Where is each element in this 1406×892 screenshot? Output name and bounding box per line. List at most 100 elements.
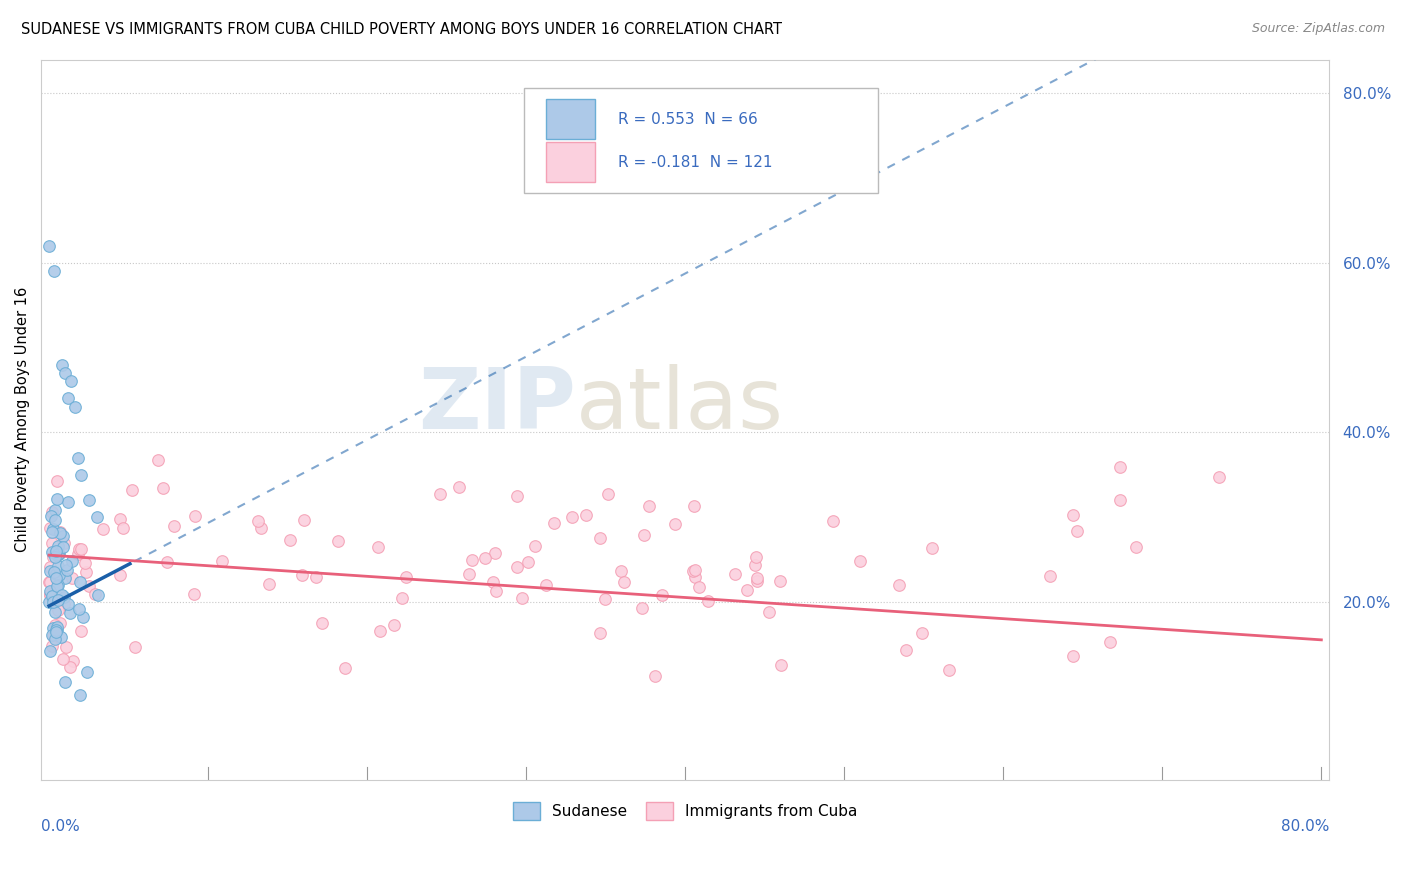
- Point: [39, 508, 62, 523]
- Point: [1108, 460, 1130, 475]
- Point: [184, 508, 207, 523]
- Point: [644, 669, 666, 683]
- Point: [894, 643, 917, 657]
- Point: [44, 605, 66, 619]
- Point: [86, 588, 108, 602]
- Point: [77, 493, 100, 508]
- Point: [39, 587, 62, 601]
- Point: [45, 625, 67, 640]
- Point: [46, 578, 69, 592]
- Point: [506, 489, 529, 503]
- Point: [59, 660, 82, 674]
- Point: [484, 546, 506, 560]
- Point: [292, 513, 315, 527]
- Point: [75, 565, 97, 579]
- Point: [67, 547, 90, 561]
- Point: [46, 548, 69, 562]
- Point: [69, 542, 91, 557]
- FancyBboxPatch shape: [546, 143, 595, 182]
- Point: [60, 554, 83, 568]
- Point: [1098, 634, 1121, 648]
- Point: [51, 588, 73, 602]
- Point: [370, 624, 392, 638]
- Point: [52, 529, 75, 543]
- Point: [938, 664, 960, 678]
- Point: [146, 453, 169, 467]
- Point: [46, 578, 69, 592]
- Point: [51, 358, 73, 372]
- Point: [39, 565, 62, 579]
- Point: [52, 591, 75, 605]
- Point: [41, 505, 63, 519]
- Point: [724, 566, 747, 581]
- Point: [461, 553, 484, 567]
- Legend: Sudanese, Immigrants from Cuba: Sudanese, Immigrants from Cuba: [506, 797, 863, 826]
- Point: [259, 577, 281, 591]
- Point: [41, 592, 63, 607]
- Point: [311, 615, 333, 630]
- Point: [91, 522, 114, 536]
- Point: [41, 629, 63, 643]
- Point: [44, 549, 66, 564]
- Point: [41, 545, 63, 559]
- Point: [429, 487, 451, 501]
- Text: R = -0.181  N = 121: R = -0.181 N = 121: [619, 154, 773, 169]
- Point: [745, 571, 768, 585]
- Point: [482, 575, 505, 590]
- Point: [683, 569, 706, 583]
- Point: [53, 366, 76, 380]
- Point: [44, 513, 66, 527]
- Point: [543, 516, 565, 530]
- Point: [55, 558, 77, 572]
- Point: [152, 481, 174, 495]
- Point: [1125, 540, 1147, 554]
- Point: [1062, 508, 1084, 523]
- Point: [38, 595, 60, 609]
- Point: [67, 602, 90, 616]
- Text: ZIP: ZIP: [418, 364, 575, 447]
- Point: [45, 571, 67, 585]
- Point: [610, 564, 633, 578]
- Point: [69, 624, 91, 638]
- Point: [41, 524, 63, 539]
- Point: [45, 544, 67, 558]
- Text: 0.0%: 0.0%: [41, 819, 80, 834]
- Point: [849, 554, 872, 568]
- Text: 80.0%: 80.0%: [1281, 819, 1329, 834]
- Point: [42, 550, 65, 565]
- Point: [1208, 469, 1230, 483]
- Point: [45, 624, 67, 638]
- Point: [485, 584, 508, 599]
- Point: [49, 615, 72, 630]
- Point: [517, 556, 540, 570]
- Point: [48, 593, 70, 607]
- Point: [48, 567, 70, 582]
- Point: [688, 580, 710, 594]
- Point: [534, 578, 557, 592]
- Point: [55, 563, 77, 577]
- Point: [633, 528, 655, 542]
- Point: [52, 536, 75, 550]
- Point: [110, 567, 132, 582]
- Point: [42, 264, 65, 278]
- Point: [42, 595, 65, 609]
- Point: [561, 509, 583, 524]
- Point: [48, 525, 70, 540]
- FancyBboxPatch shape: [524, 88, 879, 193]
- Point: [46, 540, 69, 554]
- Point: [53, 597, 76, 611]
- Point: [598, 487, 620, 501]
- Point: [1039, 569, 1062, 583]
- Point: [45, 474, 67, 488]
- Point: [121, 483, 143, 497]
- Point: [44, 618, 66, 632]
- Point: [56, 392, 79, 406]
- Point: [589, 626, 612, 640]
- Point: [821, 514, 844, 528]
- Point: [42, 565, 65, 579]
- Point: [45, 566, 67, 581]
- Point: [367, 540, 389, 554]
- Point: [183, 587, 205, 601]
- Point: [63, 400, 86, 414]
- Point: [45, 623, 67, 637]
